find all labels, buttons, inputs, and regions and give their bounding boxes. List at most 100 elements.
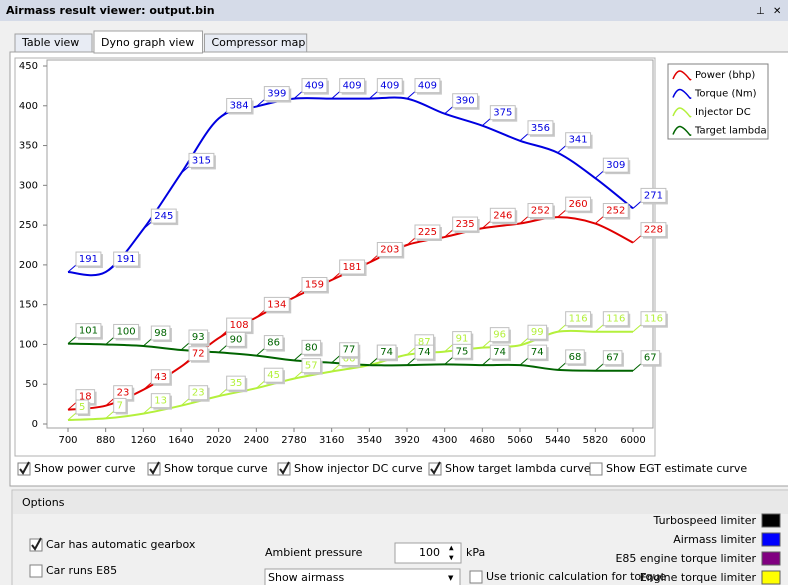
close-button[interactable]: ✕ (773, 6, 781, 17)
checkbox[interactable] (469, 570, 483, 584)
label-box (640, 187, 667, 203)
chart-area (14, 57, 656, 457)
legend-icon (672, 88, 692, 100)
label-box (150, 369, 171, 385)
y-tick-label: 450 (19, 61, 38, 72)
data-label: 74 (531, 347, 544, 358)
label-leader (180, 342, 190, 351)
spin-up[interactable]: ▲ (449, 545, 454, 552)
y-tick-label: 300 (19, 180, 38, 191)
data-label: 99 (531, 327, 544, 338)
data-label: 66 (343, 353, 356, 364)
label-leader (256, 310, 265, 318)
legend-label: Power (bhp) (695, 70, 755, 81)
data-label: 108 (230, 320, 249, 331)
label-box (188, 329, 209, 345)
limiter-label: E85 engine torque limiter (615, 552, 756, 565)
label-leader (256, 380, 265, 389)
label-leader (293, 371, 303, 380)
view-select[interactable] (264, 568, 461, 585)
label-box (565, 196, 592, 212)
x-tick-label: 3160 (319, 435, 344, 446)
label-box (113, 251, 140, 267)
label-leader (557, 362, 566, 371)
x-tick-label: 4680 (470, 435, 495, 446)
tab[interactable] (93, 30, 203, 54)
view-select-text: Show airmass (268, 571, 344, 584)
plot-frame (46, 59, 654, 429)
data-label: 35 (230, 378, 243, 389)
label-box (263, 296, 290, 312)
label-leader (369, 91, 378, 99)
label-leader (632, 201, 642, 209)
label-leader (331, 364, 340, 372)
label-leader (143, 406, 152, 415)
data-label: 235 (456, 219, 475, 230)
label-box (376, 78, 403, 94)
label-box (640, 350, 661, 366)
y-tick-label: 0 (32, 419, 38, 430)
label-leader (519, 337, 529, 346)
data-label: 260 (569, 199, 588, 210)
legend-icon (672, 70, 692, 81)
data-label: 191 (79, 254, 98, 265)
label-box (301, 277, 328, 293)
label-leader (67, 264, 77, 273)
label-leader (256, 348, 265, 356)
spin-down[interactable]: ▼ (449, 555, 454, 562)
label-box (339, 259, 366, 275)
data-label: 45 (267, 370, 280, 381)
data-label: 98 (154, 328, 167, 339)
label-box (414, 78, 441, 94)
data-label: 116 (569, 314, 588, 325)
label-leader (293, 91, 303, 99)
checkbox[interactable] (29, 564, 43, 578)
data-label: 43 (154, 372, 167, 383)
x-tick-label: 2400 (244, 435, 269, 446)
label-box (602, 311, 629, 327)
label-leader (331, 91, 340, 99)
label-leader (180, 359, 190, 368)
x-tick-label: 1260 (131, 435, 156, 446)
data-label: 315 (192, 155, 211, 166)
data-label: 5 (79, 402, 85, 413)
tab[interactable] (204, 33, 308, 53)
checkbox-label: Show EGT estimate curve (606, 462, 747, 475)
data-label: 134 (267, 299, 286, 310)
data-label: 13 (154, 396, 167, 407)
checkmark (19, 461, 30, 475)
data-label: 409 (380, 81, 399, 92)
label-box (489, 344, 510, 360)
pin-button[interactable]: ⊥ (756, 6, 765, 17)
label-box (452, 93, 479, 109)
label-box (301, 358, 322, 374)
data-label: 23 (117, 388, 130, 399)
data-label: 96 (493, 330, 506, 341)
data-label: 74 (380, 347, 393, 358)
data-label: 341 (569, 135, 588, 146)
label-box (188, 346, 209, 362)
y-tick-label: 400 (19, 101, 38, 112)
data-label: 271 (644, 190, 663, 201)
legend-label: Injector DC (695, 107, 751, 118)
select-arrow: ▼ (448, 574, 454, 582)
label-leader (369, 255, 378, 263)
label-box (150, 208, 177, 224)
label-leader (632, 235, 642, 243)
checkbox[interactable] (589, 462, 603, 476)
label-leader (105, 264, 114, 273)
limiter-swatch (761, 513, 781, 528)
tab[interactable] (14, 33, 93, 53)
data-label: 7 (117, 400, 123, 411)
label-box (602, 350, 623, 366)
ambient-input[interactable] (394, 542, 462, 564)
legend-label: Torque (Nm) (694, 89, 757, 100)
label-box (565, 349, 585, 365)
label-box (640, 311, 667, 327)
label-leader (105, 398, 114, 407)
label-box (301, 339, 322, 355)
data-label: 100 (117, 326, 136, 337)
label-box (188, 152, 215, 168)
label-leader (331, 272, 340, 281)
